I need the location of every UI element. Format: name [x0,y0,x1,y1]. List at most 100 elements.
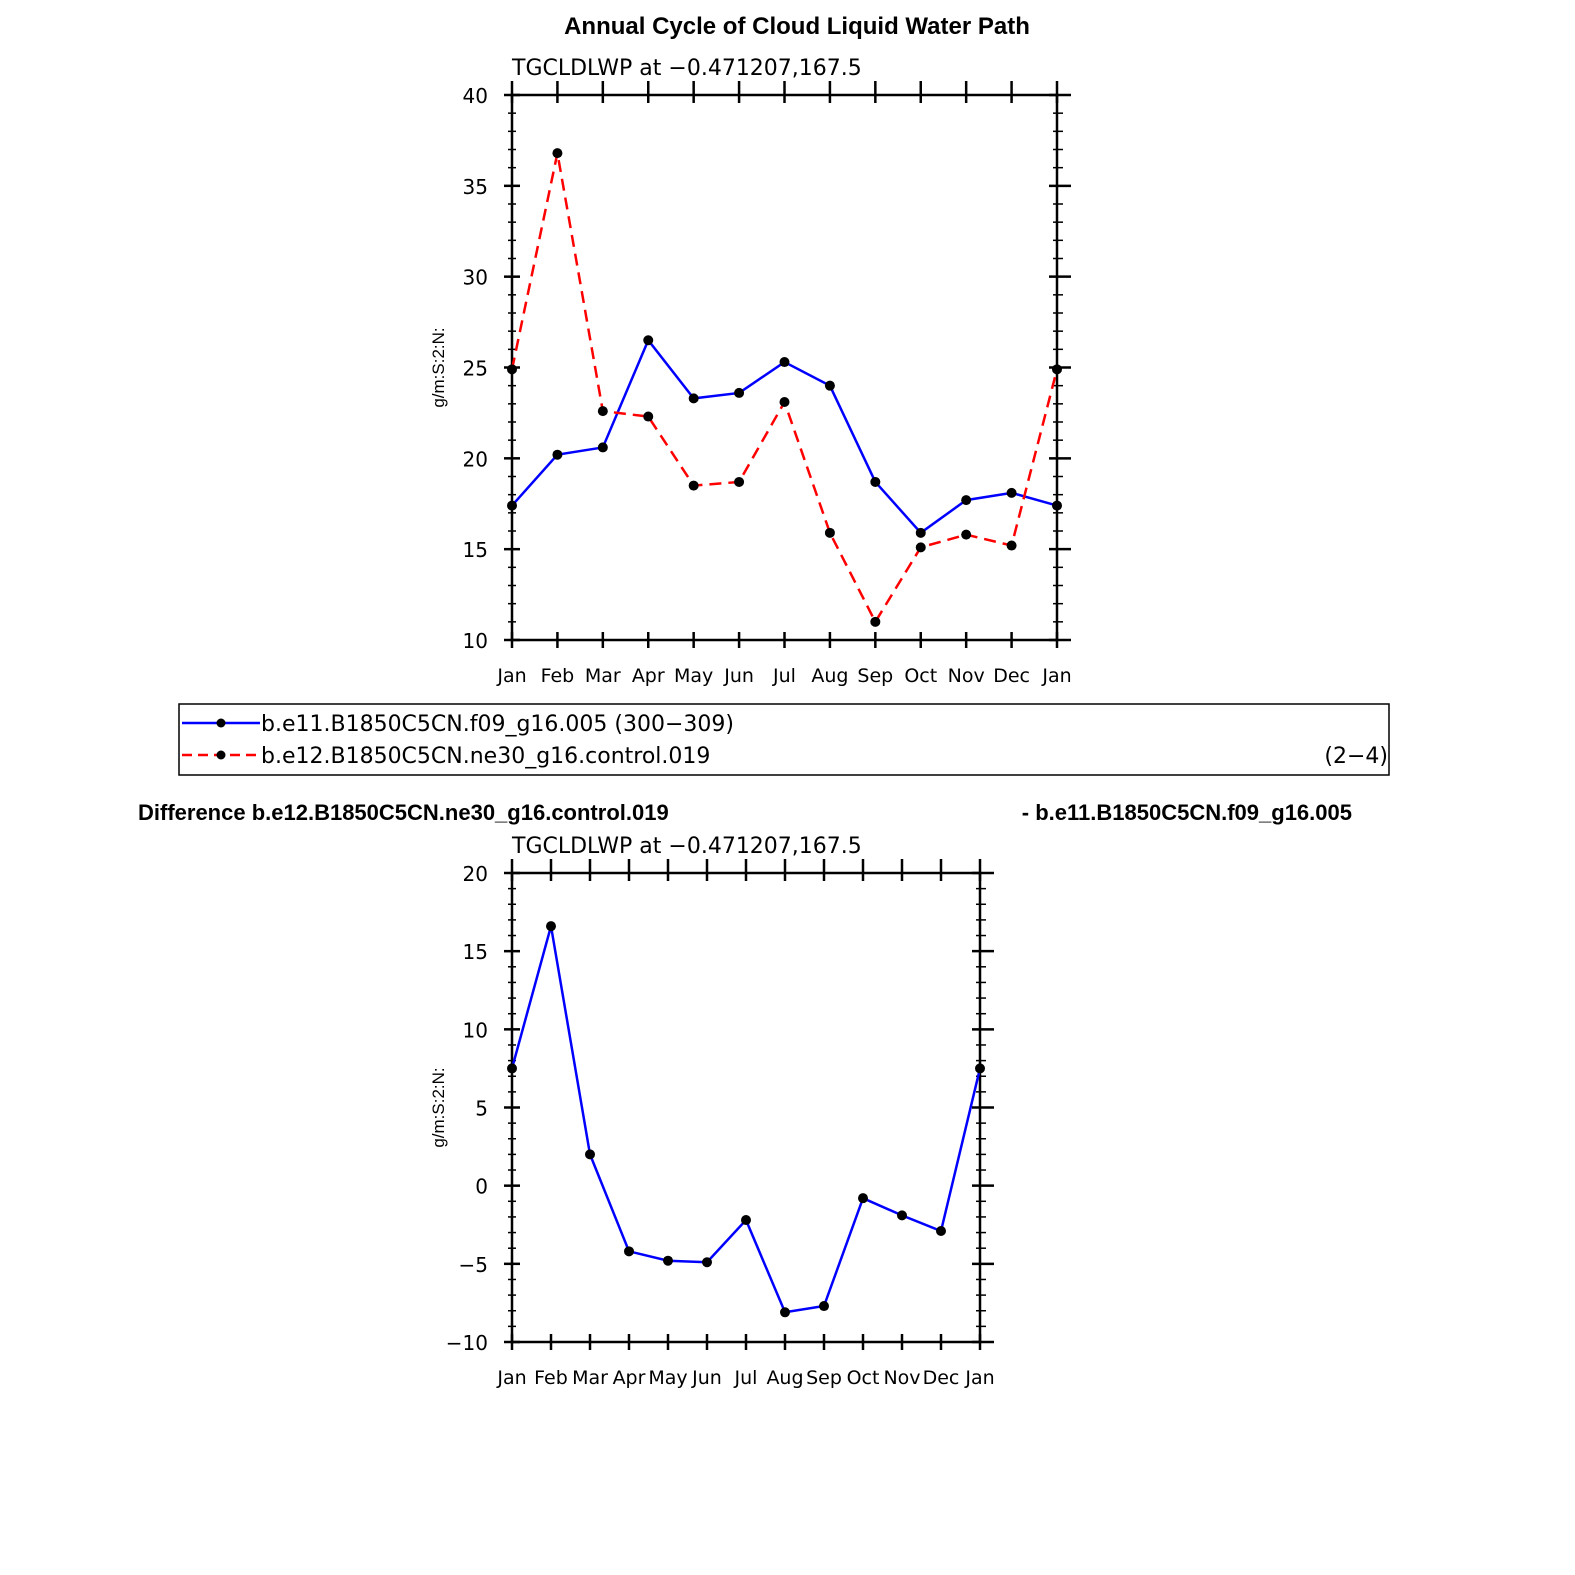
data-point-series-1 [870,476,881,487]
x-tick-label: Aug [766,1367,803,1389]
x-tick-label: Dec [923,1367,960,1389]
x-tick-label: Feb [541,665,575,687]
y-tick-label: 35 [463,175,488,199]
y-tick-label: 0 [475,1175,488,1199]
y-tick-label: 20 [463,447,488,471]
x-tick-label: Apr [632,665,665,687]
plot-frame [510,93,1059,642]
data-point-series-1 [597,442,608,453]
data-point-series-1 [624,1246,634,1257]
x-tick-label: Feb [534,1367,568,1389]
y-tick-label: 20 [463,862,488,886]
x-tick-label: Dec [993,665,1030,687]
x-tick-label: May [674,665,713,687]
chart-subtitle: TGCLDLWP at −0.471207,167.5 [511,56,862,81]
data-point-series-1 [734,387,745,398]
data-point-series-2 [824,527,835,538]
x-tick-label: Apr [613,1367,646,1389]
y-tick-label: 10 [463,629,488,653]
data-point-series-1 [975,1063,985,1074]
x-tick-label: Jun [691,1367,722,1389]
chart-subtitle: TGCLDLWP at −0.471207,167.5 [511,834,862,859]
data-point-series-1 [824,380,835,391]
figure-title: Annual Cycle of Cloud Liquid Water Path [564,13,1030,40]
x-tick-label: Oct [847,1367,880,1389]
x-tick-label: May [648,1367,687,1389]
x-tick-label: Jan [496,665,526,687]
data-point-series-1 [585,1149,595,1160]
data-point-series-2 [688,480,699,491]
data-point-series-1 [507,1063,517,1074]
x-tick-label: Jan [964,1367,994,1389]
legend-marker-1 [216,718,226,728]
difference-title-left: Difference b.e12.B1850C5CN.ne30_g16.cont… [138,800,669,825]
data-point-series-1 [961,495,972,506]
data-point-series-1 [1006,487,1017,498]
y-tick-label: −5 [459,1253,488,1277]
x-tick-label: Jul [772,665,796,687]
data-point-series-1 [779,357,790,368]
y-tick-label: 15 [463,538,488,562]
series-line-2 [510,152,1059,625]
legend-entry-1: b.e11.B1850C5CN.f09_g16.005 (300−309) [182,712,734,737]
data-point-series-2 [597,406,608,417]
x-tick-label: Nov [883,1367,920,1389]
y-tick-label: 25 [463,357,488,381]
x-tick-label: Mar [572,1367,608,1389]
data-point-series-2 [870,616,881,627]
data-point-series-1 [936,1226,946,1237]
data-point-series-2 [779,397,790,408]
y-tick-label: 10 [463,1018,488,1042]
data-point-series-1 [688,393,699,404]
legend: b.e11.B1850C5CN.f09_g16.005 (300−309) b.… [178,703,1390,776]
x-tick-label: Jun [723,665,754,687]
x-tick-label: Mar [585,665,621,687]
series-line-1 [510,925,982,1314]
data-point-series-2 [961,529,972,540]
data-point-series-1 [780,1307,790,1318]
y-axis-label: g/m:S:2:N: [429,1067,448,1147]
difference-chart: TGCLDLWP at −0.471207,167.5 −10 −5 0 5 10 15 20… [429,834,995,1389]
data-point-series-2 [507,364,517,375]
data-point-series-1 [643,335,654,346]
legend-label-2: b.e12.B1850C5CN.ne30_g16.control.019 [261,744,710,769]
x-tick-label: Sep [857,665,893,687]
x-tick-label: Aug [811,665,848,687]
legend-box [178,703,1390,776]
y-tick-label: 40 [463,84,488,108]
data-point-series-2 [552,148,563,159]
data-point-series-2 [734,476,745,487]
data-point-series-1 [546,921,556,932]
legend-note: (2−4) [1324,744,1388,769]
x-tick-label: Oct [904,665,937,687]
data-point-series-1 [663,1255,673,1266]
data-point-series-1 [858,1193,868,1204]
legend-label-1: b.e11.B1850C5CN.f09_g16.005 (300−309) [261,712,734,737]
data-point-series-1 [915,527,926,538]
data-point-series-1 [897,1210,907,1221]
data-point-series-1 [741,1215,751,1226]
data-point-series-2 [1052,364,1062,375]
x-tick-label: Sep [806,1367,842,1389]
y-tick-label: 5 [475,1097,488,1121]
series-line-1 [511,337,1058,535]
data-point-series-2 [915,542,926,553]
top-chart: TGCLDLWP at −0.471207,167.5 10 15 20 25 30 35 4… [429,56,1072,687]
data-point-series-2 [1006,540,1017,551]
x-tick-label: Nov [948,665,985,687]
y-tick-label: 15 [463,940,488,964]
x-tick-label: Jul [734,1367,758,1389]
y-tick-label: 30 [463,266,488,290]
legend-marker-2 [216,750,226,760]
data-point-series-1 [552,449,563,460]
data-point-series-1 [507,500,517,511]
difference-title-right: - b.e11.B1850C5CN.f09_g16.005 [1022,800,1352,825]
data-point-series-1 [819,1301,829,1312]
data-point-series-2 [643,411,654,422]
y-axis-label: g/m:S:2:N: [429,327,448,407]
data-point-series-1 [1052,500,1062,511]
x-tick-label: Jan [1041,665,1071,687]
y-tick-label: −10 [446,1331,488,1355]
legend-entry-2: b.e12.B1850C5CN.ne30_g16.control.019 [182,744,710,769]
